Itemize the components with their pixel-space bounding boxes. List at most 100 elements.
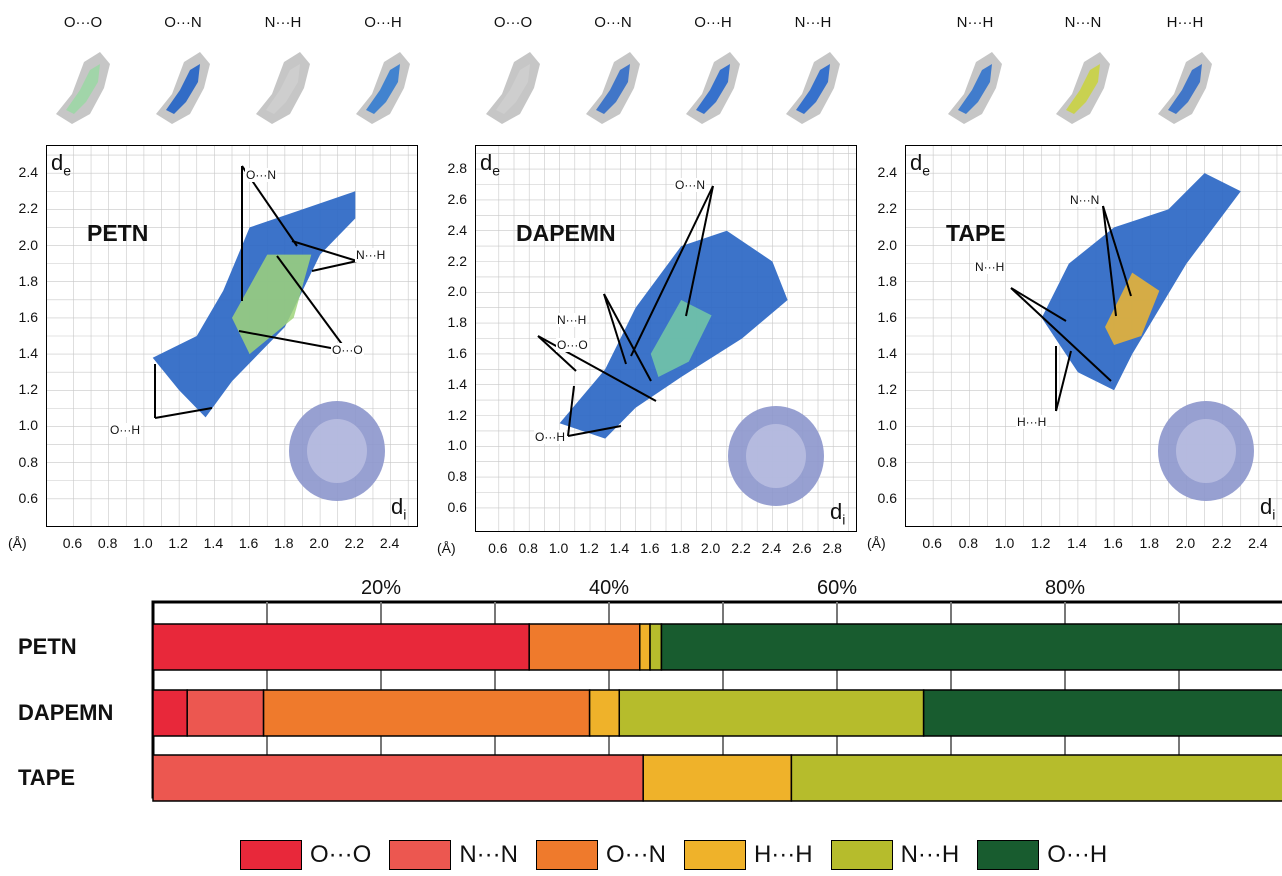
y-tick-label: 2.8 [447, 160, 467, 177]
fingerprint-panel: de di TAPE N···N N···H H···H [905, 145, 1282, 527]
x-tick-label: 1.0 [994, 535, 1015, 551]
bar-category-label: PETN [18, 634, 77, 659]
thumbnail-plot [350, 44, 416, 126]
y-tick-label: 1.2 [877, 381, 897, 398]
bar-segment [639, 623, 651, 671]
unit-label: (Å) [867, 535, 886, 551]
y-tick-label: 0.8 [877, 453, 897, 470]
thumbnail-highlight-shape [696, 64, 730, 114]
thumbnail-label: H···H [1166, 14, 1204, 31]
de-axis-label: de [51, 150, 71, 178]
de-axis-subscript: e [922, 162, 931, 179]
annotation-line [154, 407, 213, 419]
annotation-label: O···O [556, 338, 589, 352]
legend-label: O···N [605, 841, 666, 868]
y-tick-label: 1.8 [447, 314, 467, 331]
y-tick-label: 1.4 [447, 375, 467, 392]
thumbnail-svg [56, 52, 110, 124]
thumbnail-label: N···N [1064, 14, 1102, 31]
thumbnail-highlight-shape [1168, 64, 1202, 114]
x-tick-label: 1.4 [1067, 535, 1087, 551]
x-tick-label: 0.6 [922, 535, 942, 551]
x-tick-label: 0.8 [958, 535, 979, 551]
x-percent-tick: 80% [1044, 577, 1086, 599]
bar-segment [790, 754, 1282, 802]
legend-swatch [977, 840, 1040, 870]
chart-legend: O···O N···N O···N H···H N···H O···H [240, 840, 1125, 870]
de-axis-letter: d [51, 150, 64, 175]
thumbnail-svg [686, 52, 740, 124]
y-tick-label: 1.4 [877, 345, 897, 362]
annotation-line [238, 330, 348, 352]
annotation-label: O···H [109, 423, 141, 437]
density-core [650, 300, 712, 377]
annotation-line [1010, 287, 1112, 382]
compound-label: TAPE [946, 220, 1006, 246]
x-tick-label: 1.2 [579, 540, 599, 556]
legend-swatch [830, 840, 893, 870]
y-tick-label: 2.6 [447, 190, 467, 207]
annotation-line [567, 385, 575, 437]
x-tick-label: 2.2 [344, 535, 365, 551]
y-tick-label: 1.2 [18, 381, 38, 398]
x-tick-label: 1.8 [1139, 535, 1160, 551]
thumbnail-highlight-shape [496, 64, 530, 114]
x-tick-label: 1.2 [168, 535, 188, 551]
legend-label: H···H [753, 841, 813, 868]
legend-swatch [683, 840, 746, 870]
bar-chart-svg [151, 600, 1282, 802]
y-tick-label: 2.0 [18, 236, 38, 253]
annotation-line [603, 293, 652, 382]
x-tick-label: 2.8 [822, 540, 842, 556]
legend-swatch [535, 840, 598, 870]
y-tick-label: 1.6 [18, 308, 38, 325]
annotation-label: N···N [1069, 193, 1101, 207]
thumbnail-highlight-shape [796, 64, 830, 114]
x-tick-label: 1.6 [1103, 535, 1123, 551]
thumbnail-plot [580, 44, 646, 126]
hirshfeld-surface-highlight [1176, 419, 1236, 483]
thumbnail-svg [1158, 52, 1212, 124]
bar-segment [922, 689, 1282, 737]
fingerprint-svg [476, 146, 856, 531]
thumbnail-highlight-shape [166, 64, 200, 114]
thumbnail-label: O···H [364, 14, 402, 31]
thumbnail-svg [948, 52, 1002, 124]
thumbnail-label: O···O [493, 14, 533, 31]
thumbnail-label: O···H [694, 14, 732, 31]
y-tick-label: 2.2 [877, 200, 897, 217]
bar-segment [618, 689, 925, 737]
x-tick-label: 2.0 [309, 535, 329, 551]
de-axis-letter: d [480, 150, 493, 175]
x-tick-label: 2.4 [379, 535, 400, 551]
x-tick-label: 0.6 [488, 540, 508, 556]
legend-label: N···N [459, 841, 518, 868]
density-core [1105, 272, 1160, 346]
thumbnail-label: O···N [164, 14, 202, 31]
compound-label: PETN [87, 220, 149, 246]
annotation-line [291, 240, 358, 262]
thumbnail-plot [1152, 44, 1218, 126]
de-axis-label: de [910, 150, 930, 178]
annotation-line [685, 185, 714, 317]
thumbnail-plot [480, 44, 546, 126]
annotation-line [1102, 205, 1132, 297]
y-tick-label: 0.8 [18, 453, 38, 470]
legend-item: O···N [535, 840, 666, 870]
thumbnail-label: O···N [594, 14, 632, 31]
bar-segment [262, 689, 591, 737]
fingerprint-svg [47, 146, 417, 526]
thumbnail-svg [1056, 52, 1110, 124]
bar-segment [152, 623, 530, 671]
x-tick-label: 2.0 [700, 540, 721, 556]
bar-segment [642, 754, 793, 802]
y-tick-label: 1.2 [447, 406, 467, 423]
bar-segment [528, 623, 641, 671]
di-axis-label: di [1260, 494, 1275, 522]
annotation-label: O···N [245, 168, 277, 182]
di-axis-subscript: i [403, 506, 407, 523]
annotation-line [537, 335, 577, 372]
di-axis-subscript: i [842, 511, 846, 528]
y-tick-label: 2.4 [877, 164, 897, 181]
y-tick-label: 1.0 [447, 437, 467, 454]
